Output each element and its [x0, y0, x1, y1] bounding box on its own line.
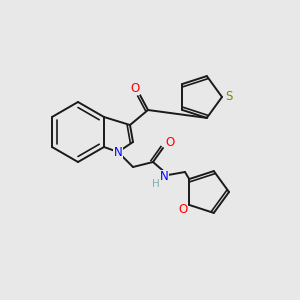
Text: O: O — [165, 136, 175, 149]
Text: S: S — [225, 91, 233, 103]
Text: N: N — [160, 170, 168, 184]
Text: O: O — [130, 82, 140, 94]
Text: N: N — [114, 146, 122, 160]
Text: H: H — [152, 179, 160, 189]
Text: O: O — [178, 203, 188, 216]
